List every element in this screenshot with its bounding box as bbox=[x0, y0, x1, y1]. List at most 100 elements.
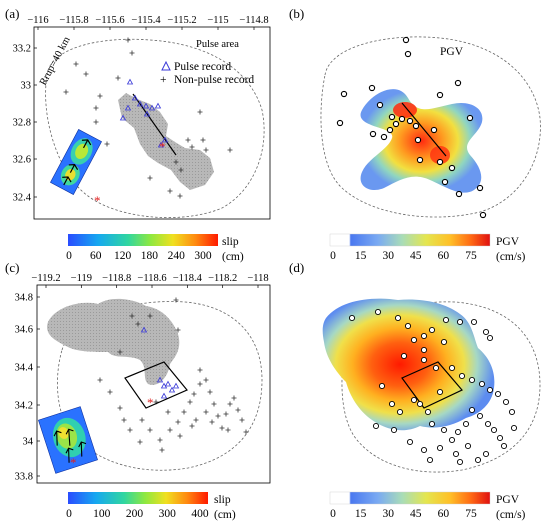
station-marker bbox=[476, 412, 484, 420]
station-marker bbox=[436, 388, 444, 396]
pulse-marker bbox=[154, 102, 162, 109]
station-marker bbox=[414, 136, 422, 144]
pulse-marker bbox=[126, 78, 134, 85]
lon-tick-label: −118.8 bbox=[102, 273, 131, 284]
rrup-contour-b bbox=[320, 36, 541, 218]
colorbar-a-label: slip bbox=[222, 236, 239, 248]
nonpulse-marker bbox=[147, 175, 153, 181]
station-marker bbox=[482, 328, 490, 336]
nonpulse-marker bbox=[243, 429, 249, 435]
nonpulse-marker bbox=[137, 439, 143, 445]
lat-ticks-a: 33.2 33 32.8 32.6 32.4 bbox=[13, 44, 37, 204]
station-marker bbox=[336, 119, 344, 127]
nonpulse-marker bbox=[200, 137, 206, 143]
nonpulse-legend-marker: + bbox=[160, 74, 167, 86]
nonpulse-marker bbox=[235, 407, 241, 413]
station-marker bbox=[426, 456, 434, 464]
pulse-records-a bbox=[119, 78, 169, 148]
pulse-marker bbox=[143, 110, 151, 117]
nonpulse-marker bbox=[107, 389, 113, 395]
nonpulse-marker bbox=[203, 409, 209, 415]
colorbar-tick-label: 75 bbox=[465, 508, 477, 520]
station-marker bbox=[478, 380, 486, 388]
nonpulse-marker bbox=[175, 327, 181, 333]
pgv-peak-south bbox=[430, 146, 450, 164]
station-marker bbox=[392, 120, 400, 128]
station-marker bbox=[468, 376, 476, 384]
epicenter-c: * bbox=[147, 395, 154, 410]
colorbar-tick-label: 200 bbox=[126, 508, 144, 520]
pulse-marker bbox=[136, 100, 144, 107]
pulse-area-c bbox=[47, 298, 180, 385]
station-marker bbox=[500, 442, 508, 450]
colorbar-tick-label: 45 bbox=[410, 250, 422, 262]
station-marker bbox=[456, 318, 464, 326]
station-marker bbox=[424, 408, 432, 416]
lon-tick-label: −118.6 bbox=[137, 273, 166, 284]
station-marker bbox=[406, 438, 414, 446]
station-marker bbox=[490, 426, 498, 434]
nonpulse-marker bbox=[125, 37, 131, 43]
station-marker bbox=[482, 450, 490, 458]
stations-d bbox=[348, 308, 518, 466]
colorbar-ticks-b: 0 15 30 45 60 75 bbox=[330, 250, 477, 262]
lat-ticks-c: 34.8 34.6 34.4 34.2 34 33.8 bbox=[15, 293, 40, 483]
colorbar-tick-label: 60 bbox=[90, 250, 102, 262]
nonpulse-marker bbox=[147, 313, 153, 319]
nonpulse-marker bbox=[104, 141, 110, 147]
station-marker bbox=[436, 91, 444, 99]
station-marker bbox=[420, 446, 428, 454]
station-marker bbox=[484, 420, 492, 428]
pgv-title-b: PGV bbox=[440, 46, 464, 58]
pulse-marker bbox=[148, 104, 156, 111]
station-marker bbox=[388, 113, 396, 121]
nonpulse-marker bbox=[225, 427, 231, 433]
nonpulse-marker bbox=[203, 377, 209, 383]
nonpulse-marker bbox=[73, 61, 79, 67]
station-marker bbox=[404, 322, 412, 330]
colorbar-tick-label: 120 bbox=[114, 250, 132, 262]
rrup-label: Rrup=40 km bbox=[38, 35, 73, 87]
lat-tick-label: 33 bbox=[21, 81, 32, 92]
colorbar-b-label: PGV bbox=[496, 236, 520, 248]
nonpulse-marker bbox=[117, 349, 123, 355]
lon-tick-label: −118.2 bbox=[208, 273, 237, 284]
station-marker bbox=[410, 336, 418, 344]
station-marker bbox=[420, 346, 428, 354]
station-marker bbox=[376, 101, 384, 109]
colorbar-c bbox=[68, 492, 208, 504]
station-marker bbox=[496, 434, 504, 442]
lat-tick-label: 32.4 bbox=[13, 193, 32, 204]
station-marker bbox=[372, 422, 380, 430]
nonpulse-marker bbox=[178, 167, 184, 173]
station-marker bbox=[380, 133, 388, 141]
pulse-marker bbox=[156, 376, 164, 383]
station-marker bbox=[378, 382, 386, 390]
nonpulse-marker bbox=[121, 417, 127, 423]
lat-tick-label: 33.2 bbox=[13, 44, 31, 55]
fault-plane-c bbox=[124, 361, 188, 409]
colorbar-d-unit: (cm/s) bbox=[496, 509, 526, 521]
stations-b bbox=[336, 36, 487, 219]
nonpulse-marker bbox=[167, 427, 173, 433]
station-marker bbox=[396, 408, 404, 416]
nonpulse-marker bbox=[209, 419, 215, 425]
station-marker bbox=[406, 117, 414, 125]
station-marker bbox=[466, 114, 474, 122]
pulse-marker bbox=[140, 326, 148, 333]
pulse-marker bbox=[164, 380, 172, 387]
station-marker bbox=[456, 458, 464, 466]
station-marker bbox=[448, 364, 456, 372]
lat-tick-label: 34.2 bbox=[15, 401, 33, 412]
colorbar-a-unit: (cm) bbox=[222, 251, 244, 263]
panel-b: (b) PGV 0 15 30 45 60 75 PGV (cm/s) bbox=[289, 6, 541, 263]
panel-d: (d) 0 15 30 45 60 75 PGV (cm/s) bbox=[289, 260, 541, 521]
station-marker bbox=[440, 426, 448, 434]
station-marker bbox=[479, 211, 487, 219]
station-marker bbox=[390, 426, 398, 434]
nonpulse-marker bbox=[175, 419, 181, 425]
pulse-legend-marker bbox=[161, 60, 171, 71]
colorbar-tick-label: 60 bbox=[438, 508, 450, 520]
colorbar-tick-label: 0 bbox=[66, 508, 72, 520]
